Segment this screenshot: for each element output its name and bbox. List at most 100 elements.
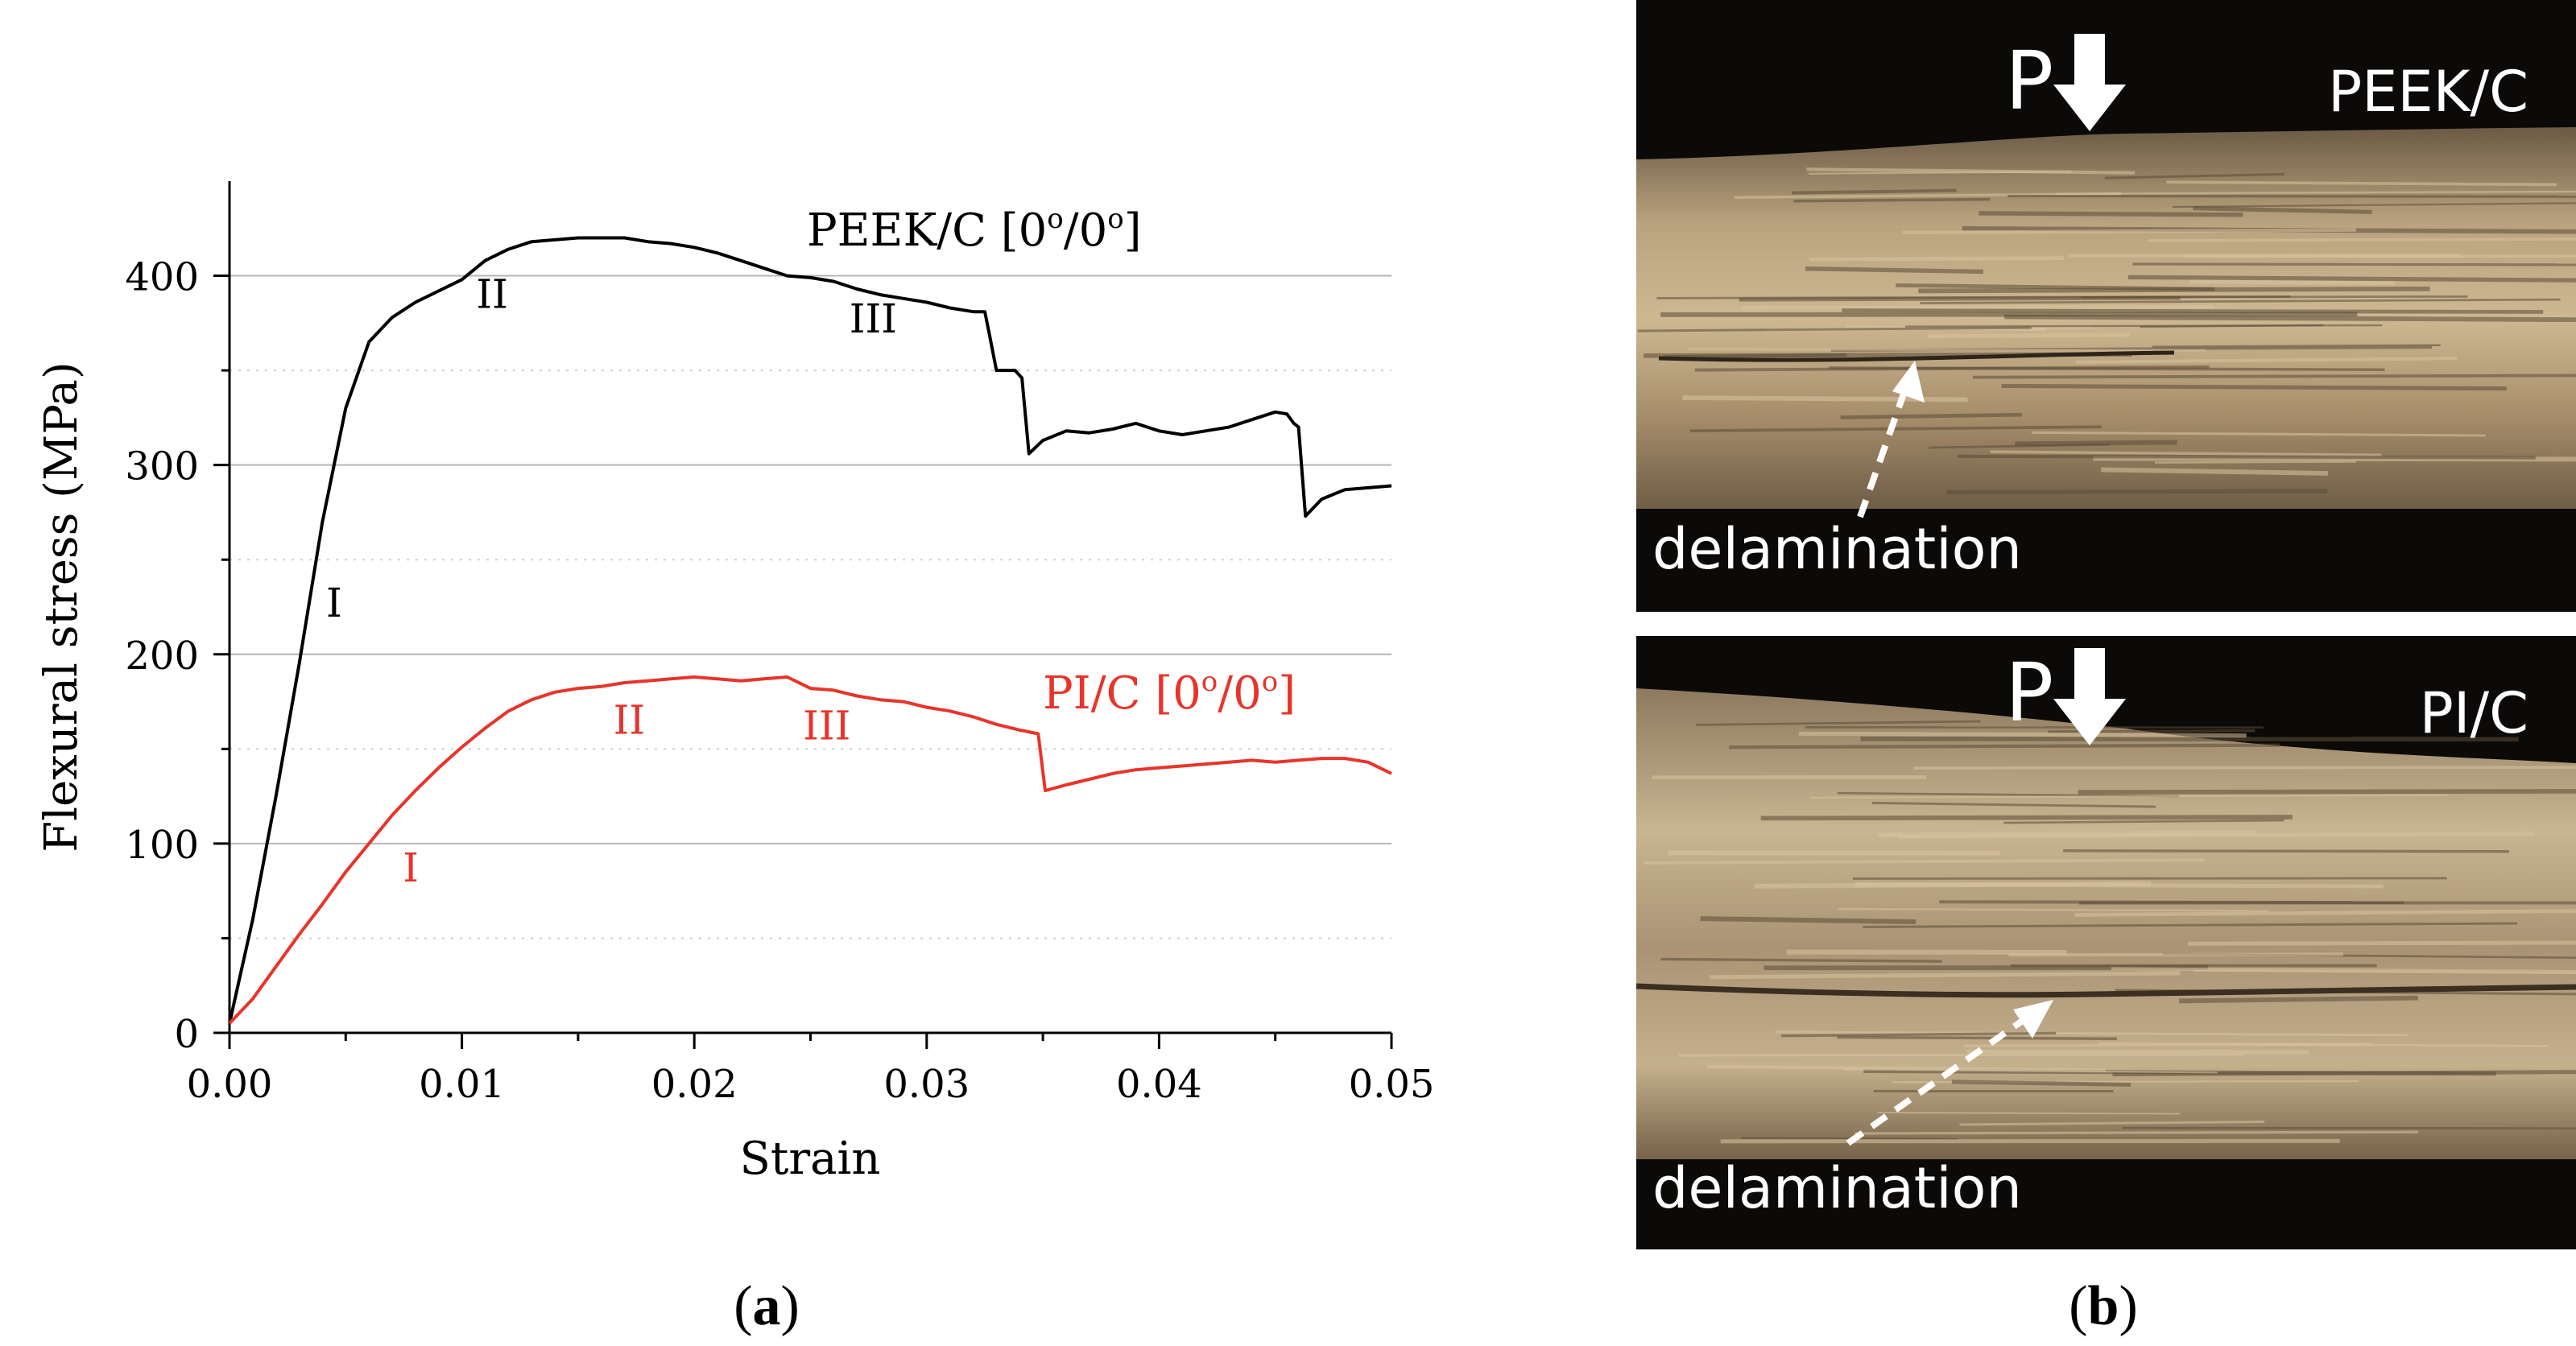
series-line-peek [228,236,1392,1024]
fiber-streak [1660,312,2358,317]
caption-b-open: ( [2069,1275,2087,1337]
caption-a-letter: a [753,1275,781,1337]
photo-pi-dashed-arrowhead-icon [2013,1000,2053,1038]
series-lines [228,236,1392,1025]
photo-peek-load-arrow-icon [2053,34,2126,131]
photo-pi-label: PI/C [2420,680,2528,746]
fiber-streak [2152,344,2441,348]
fiber-streak [1793,197,1991,203]
fiber-streak [2007,194,2576,198]
photo-pi: P PI/C delamination [1635,636,2576,1249]
fiber-streak [1979,211,2243,217]
x-tick-label: 0.03 [883,1062,970,1107]
fiber-streak [1902,228,2357,235]
fiber-streak [1760,815,2293,821]
series-label-peek-sup1: o [1047,203,1063,235]
series-label-pi: PI/C [0o/0o] [1043,666,1296,720]
fiber-streak [1928,332,2131,339]
series-label-peek-text: PEEK/C [0 [807,204,1047,257]
fiber-streak [2004,314,2576,323]
y-tick-label: 200 [125,634,199,679]
caption-a-open: ( [734,1275,752,1337]
fiber-streak [2015,440,2177,447]
caption-a: (a) [734,1275,800,1337]
fiber-streak [1854,1130,2419,1135]
fiber-streak [2122,1126,2576,1129]
photo-peek: P PEEK/C delamination [1636,0,2576,612]
fiber-streak [1741,304,2214,310]
fiber-streak [1728,743,2280,749]
fiber-streak [2189,279,2395,286]
fiber-streak [1809,256,2064,262]
fiber-streak [1660,957,1942,963]
y-axis-label: Flexural stress (MPa) [35,361,88,852]
fiber-streak [2193,206,2372,214]
fiber-streak [1837,1035,2118,1041]
fiber-streak [1689,425,2102,433]
fiber-streak [2063,849,2509,853]
fiber-streak [2075,357,2458,364]
fiber-streak [1871,801,2156,808]
series-label-peek-end: ] [1124,204,1142,257]
caption-a-close: ) [781,1275,800,1337]
fiber-streak [1896,283,2215,291]
series-label-peek-mid: /0 [1064,204,1108,257]
x-axis-label: Strain [740,1133,881,1185]
fiber-streak [1838,907,2269,912]
gridlines [229,275,1391,939]
fiber-streak [1840,412,2022,419]
photo-peek-dashed-arrowhead-icon [1892,361,1925,403]
fiber-streak [2001,383,2507,391]
stage-label-pi-III: III [803,703,850,749]
y-tick-label: 0 [174,1012,199,1057]
photo-peek-load-label: P [2005,34,2053,128]
fiber-streak [1656,295,2291,299]
fiber-streak [2147,237,2576,242]
fiber-streak [1643,858,2205,865]
fiber-streak [1710,971,2181,980]
fiber-streak [1805,266,1983,275]
photo-peek-label: PEEK/C [2328,59,2528,125]
fiber-streak [1791,188,1957,195]
fiber-streak [1706,1064,2106,1072]
fiber-streak [1694,365,2210,372]
fiber-streak [2078,789,2576,795]
fiber-streak [2101,467,2329,476]
series-label-pi-sup1: o [1201,666,1218,698]
series-label-pi-text: PI/C [0 [1043,667,1201,720]
fiber-streak [2074,909,2576,917]
photo-peek-dashed-arrow-icon [1857,383,1910,518]
fiber-streak [1842,308,2544,314]
x-tick-label: 0.05 [1349,1062,1435,1107]
micrograph-panel: P PEEK/C delamination P PI/C delaminatio… [1635,0,2576,1249]
caption-b-letter: b [2088,1275,2119,1337]
stage-label-peek-I: I [326,580,342,626]
fiber-streak [1682,395,1968,403]
photo-pi-delamination-crack [1635,983,2576,998]
series-label-pi-sup2: o [1262,666,1278,698]
fiber-streak [1878,830,2256,838]
fiber-streak [2008,952,2344,957]
photo-peek-delamination-label: delamination [1652,516,2022,582]
fiber-streak [1810,794,2448,799]
y-tick-label: 400 [125,255,199,300]
photo-pi-fiber-streaks [1643,720,2576,1144]
photo-pi-load-arrow-icon [2053,648,2126,745]
fiber-streak [1964,1043,2373,1047]
x-tick-label: 0.02 [651,1062,738,1107]
fiber-streak [1806,167,2136,175]
fiber-streak [1700,916,1916,925]
fiber-streak [1920,298,2561,304]
fiber-streak [2055,190,2576,196]
tick-labels: 0 100 200 300 400 0.00 0.01 0.02 0.03 0.04 0.05 [125,255,1434,1107]
ticks [213,275,1393,1049]
fiber-streak [1798,731,2247,738]
fiber-streak [1775,1030,2409,1037]
series-label-peek: PEEK/C [0o/0o] [807,203,1142,257]
fiber-streak [1863,922,2518,928]
fiber-streak [1689,348,2206,352]
fiber-streak [1781,1031,2057,1038]
fiber-streak [1695,720,1981,726]
